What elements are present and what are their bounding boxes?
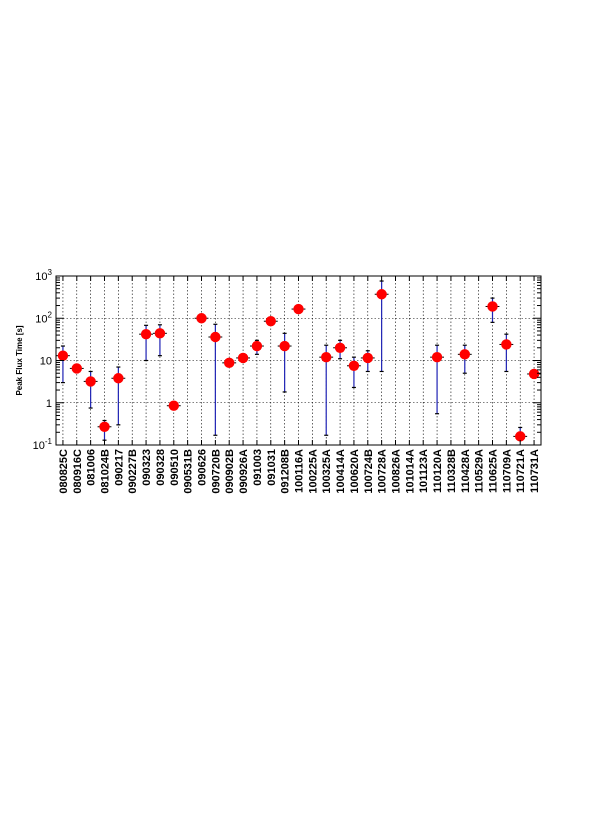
- x-category-label: 090510: [169, 449, 181, 486]
- x-category-label: 090926A: [238, 449, 250, 494]
- data-point: [431, 351, 443, 363]
- x-category-label: 091208B: [280, 449, 292, 494]
- x-category-label: 090227B: [127, 449, 139, 494]
- data-point: [515, 431, 526, 442]
- x-category-label: 100728A: [377, 449, 389, 494]
- x-category-label: 081024B: [100, 449, 112, 494]
- y-tick-label: 10-1: [33, 437, 53, 452]
- y-tick-labels: 10-1 1 10 102 103: [33, 268, 53, 452]
- data-point: [57, 350, 69, 361]
- x-category-labels: 080825C 080916C 081006 081024B 090217 090227B…: [58, 449, 541, 494]
- x-category-label: 110721A: [515, 449, 527, 493]
- data-point: [154, 328, 166, 339]
- x-category-label: 110625A: [488, 449, 500, 493]
- grid-lines: [56, 276, 541, 445]
- data-point: [210, 331, 221, 343]
- data-point: [362, 352, 373, 364]
- x-category-label: 080825C: [58, 449, 70, 494]
- data-point: [279, 340, 290, 352]
- x-category-label: 100225A: [307, 449, 319, 494]
- data-point: [501, 339, 512, 350]
- data-point: [265, 316, 276, 327]
- x-category-label: 091003: [252, 449, 264, 486]
- data-point: [99, 421, 110, 432]
- axis-ticks: [56, 276, 541, 446]
- data-markers: [57, 289, 540, 442]
- x-category-label: 090217: [113, 449, 125, 486]
- x-category-label: 101123A: [418, 449, 430, 493]
- data-point: [334, 342, 346, 353]
- data-point: [237, 352, 249, 364]
- x-category-label: 100826A: [391, 449, 403, 494]
- x-category-label: 100620A: [349, 449, 361, 494]
- x-category-label: 091031: [266, 449, 278, 486]
- x-category-label: 100414A: [335, 449, 347, 494]
- y-tick-label: 102: [35, 310, 52, 325]
- x-category-label: 110529A: [474, 449, 486, 493]
- data-point: [528, 368, 540, 380]
- x-category-label: 110428A: [460, 449, 472, 493]
- data-point: [376, 289, 387, 300]
- data-point: [224, 357, 235, 369]
- x-category-label: 110709A: [501, 449, 513, 493]
- x-category-label: 100724B: [363, 449, 375, 494]
- x-category-label: 110328B: [446, 449, 458, 493]
- x-category-label: 110731A: [529, 449, 541, 493]
- y-axis-title: Peak Flux Time [s]: [15, 325, 24, 395]
- y-tick-label: 10: [40, 356, 52, 368]
- data-point: [293, 303, 304, 315]
- y-tick-label: 103: [35, 268, 52, 283]
- y-tick-label: 1: [46, 398, 52, 410]
- data-point: [251, 340, 263, 352]
- data-point: [196, 313, 207, 324]
- x-category-label: 100116A: [294, 449, 306, 493]
- x-category-label: 090626: [197, 449, 209, 486]
- data-point: [168, 400, 179, 411]
- data-point: [459, 349, 470, 360]
- x-category-label: 090328: [155, 449, 167, 486]
- x-category-label: 101014A: [404, 449, 416, 494]
- data-point: [113, 373, 124, 384]
- data-point: [85, 376, 96, 387]
- data-point: [140, 328, 152, 340]
- x-category-label: 080916C: [72, 449, 84, 494]
- x-category-label: 100325A: [321, 449, 333, 494]
- data-point: [487, 301, 498, 312]
- data-point: [71, 363, 82, 374]
- data-point: [321, 351, 332, 363]
- data-point: [348, 360, 360, 371]
- x-category-label: 081006: [86, 449, 98, 486]
- x-category-label: 090531B: [183, 449, 195, 494]
- x-category-label: 090902B: [224, 449, 236, 494]
- x-category-label: 090720B: [210, 449, 222, 494]
- x-category-label: 110120A: [432, 449, 444, 493]
- x-category-label: 090323: [141, 449, 153, 486]
